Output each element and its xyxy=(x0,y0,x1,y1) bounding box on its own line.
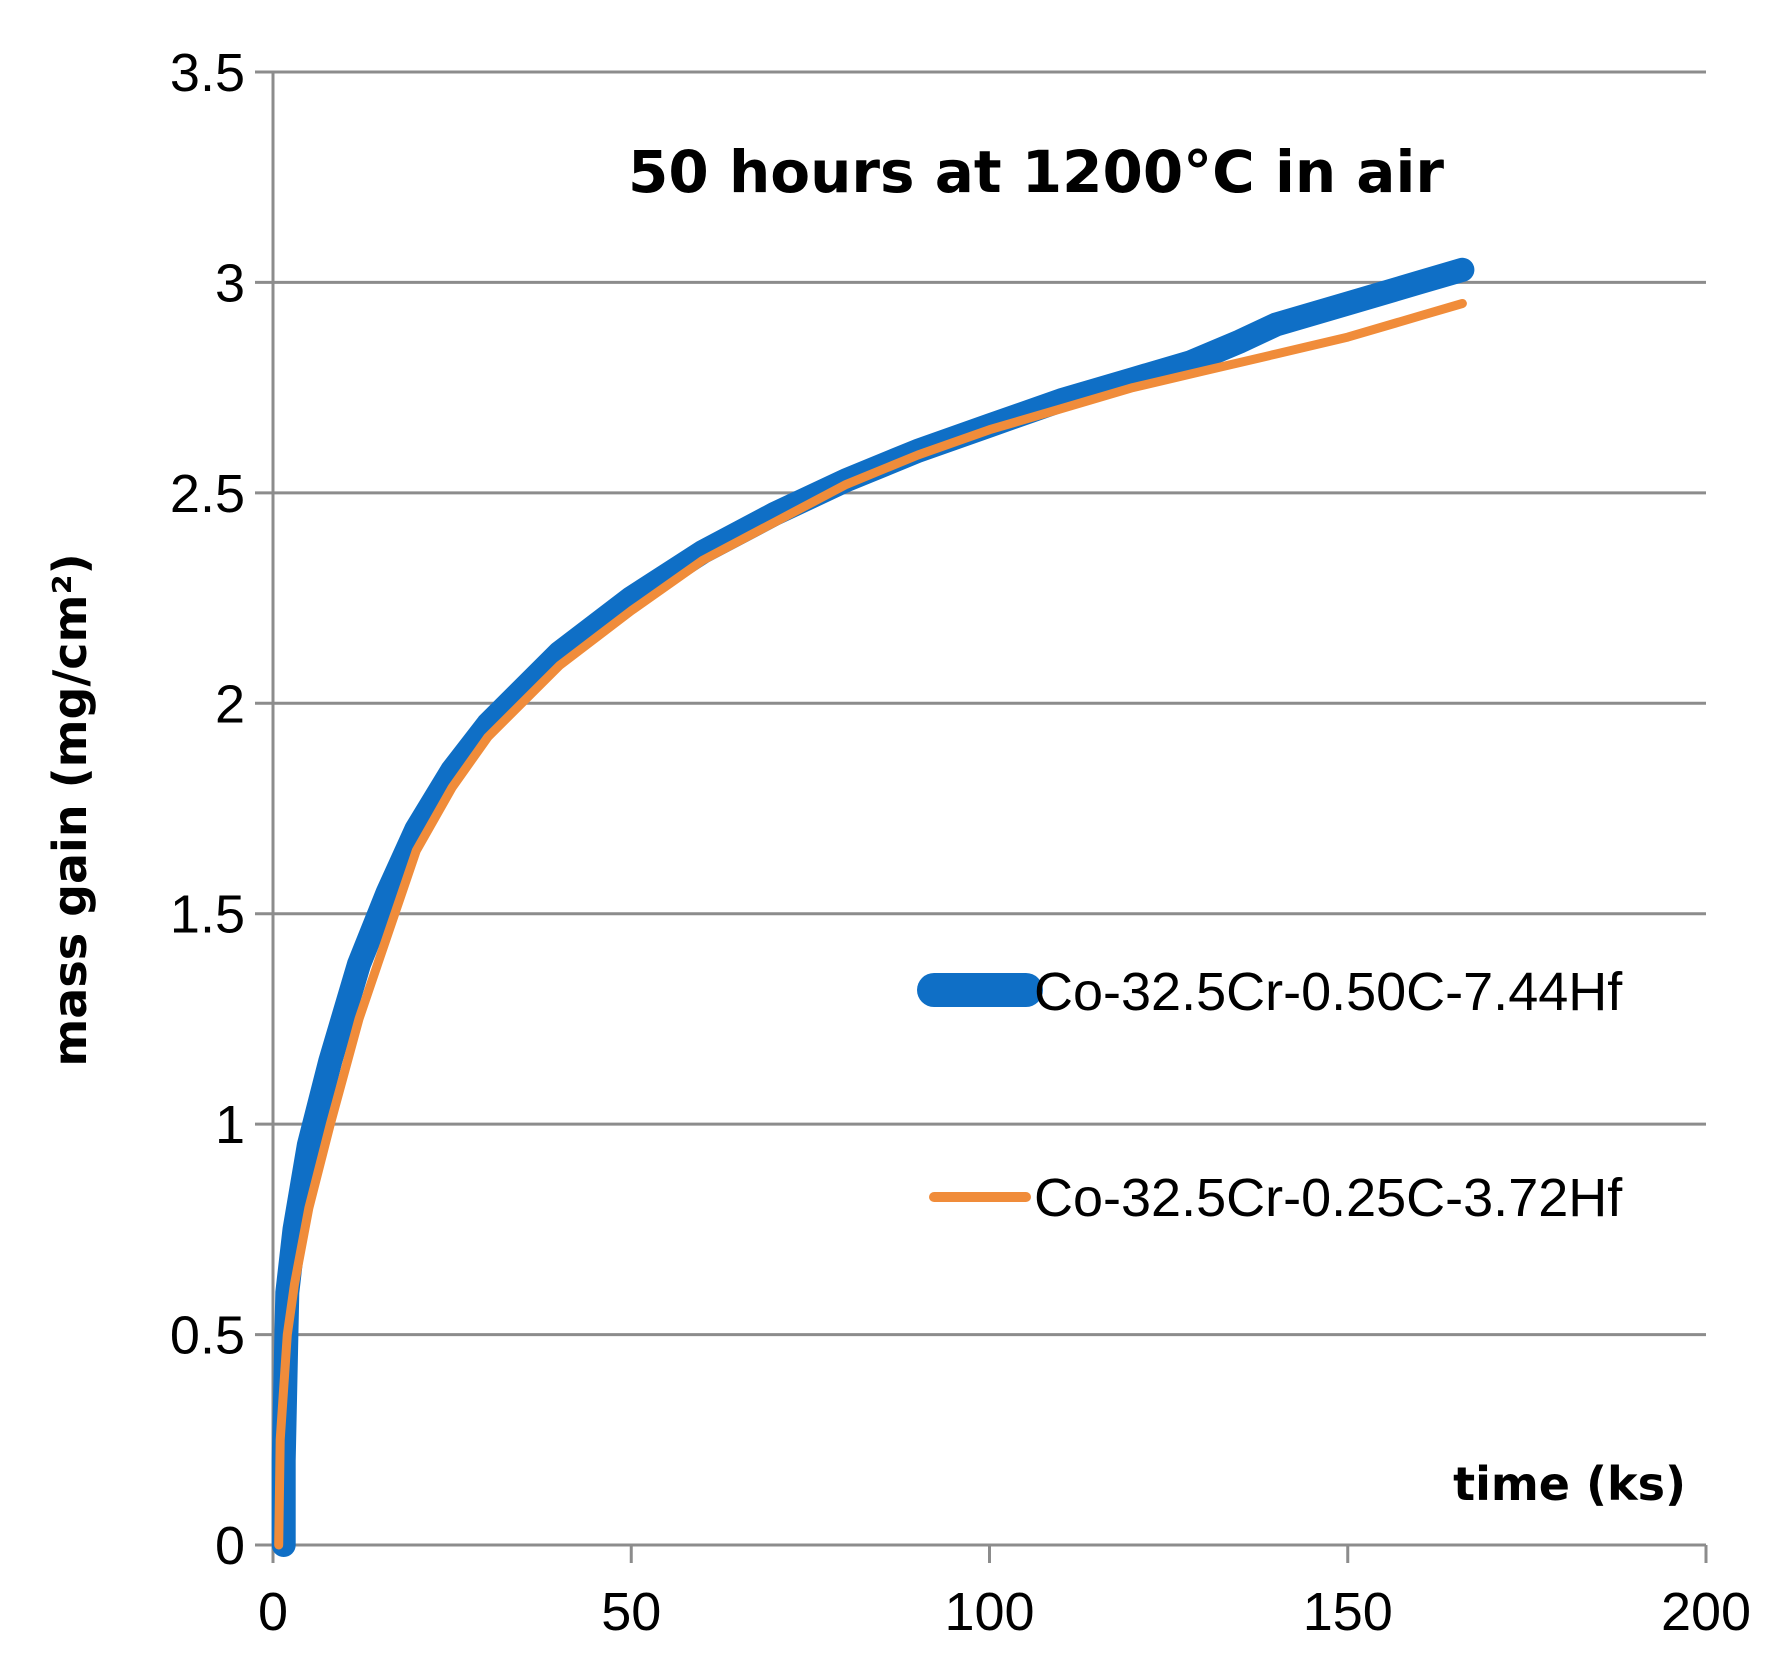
axes xyxy=(255,70,1708,1563)
series-line-1 xyxy=(271,257,1475,1557)
gridlines xyxy=(273,70,1706,1337)
x-tick-label-1: 50 xyxy=(601,1582,661,1642)
x-tick-label-4: 200 xyxy=(1661,1582,1751,1642)
series-line-2 xyxy=(274,299,1467,1550)
legend: Co-32.5Cr-0.50C-7.44Hf Co-32.5Cr-0.25C-3… xyxy=(917,962,1623,1228)
legend-label-series-2: Co-32.5Cr-0.25C-3.72Hf xyxy=(1034,1168,1623,1228)
x-tick-label-0: 0 xyxy=(258,1582,288,1642)
x-axis-title: time (ks) xyxy=(1453,1457,1686,1511)
y-tick-label-7: 3.5 xyxy=(170,43,245,103)
y-tick-label-0: 0 xyxy=(215,1516,245,1576)
series xyxy=(271,257,1475,1557)
chart-title: 50 hours at 1200°C in air xyxy=(628,138,1444,206)
x-tick-label-2: 100 xyxy=(944,1582,1034,1642)
y-tick-label-4: 2 xyxy=(215,674,245,734)
legend-label-series-1: Co-32.5Cr-0.50C-7.44Hf xyxy=(1034,962,1623,1022)
y-tick-label-5: 2.5 xyxy=(170,464,245,524)
y-tick-label-6: 3 xyxy=(215,253,245,313)
y-tick-label-3: 1.5 xyxy=(170,885,245,945)
y-tick-label-2: 1 xyxy=(215,1095,245,1155)
tick-labels: 0 0.5 1 1.5 2 2.5 3 3.5 0 50 100 150 200 xyxy=(170,43,1751,1642)
y-tick-label-1: 0.5 xyxy=(170,1306,245,1366)
y-axis-title: mass gain (mg/cm²) xyxy=(43,553,97,1066)
x-tick-label-3: 150 xyxy=(1303,1582,1393,1642)
